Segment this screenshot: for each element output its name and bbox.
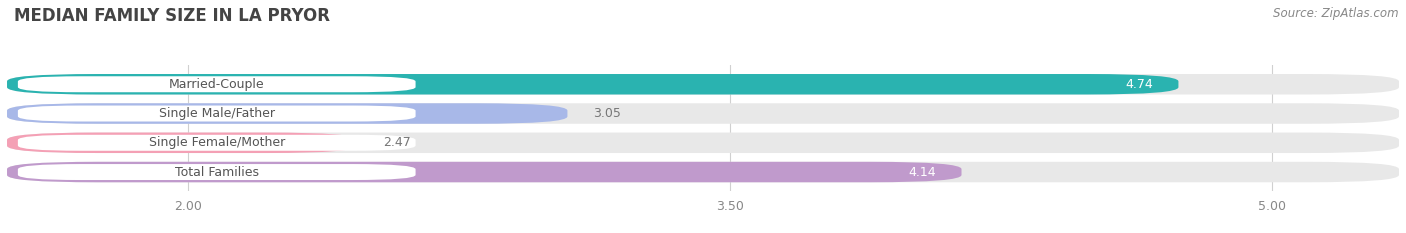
Text: Married-Couple: Married-Couple (169, 78, 264, 91)
Text: 4.74: 4.74 (1125, 78, 1153, 91)
Text: 2.47: 2.47 (382, 136, 411, 149)
Text: Single Male/Father: Single Male/Father (159, 107, 274, 120)
FancyBboxPatch shape (18, 164, 416, 180)
FancyBboxPatch shape (7, 103, 1399, 124)
Text: Total Families: Total Families (174, 165, 259, 178)
Text: 3.05: 3.05 (593, 107, 620, 120)
FancyBboxPatch shape (18, 135, 416, 151)
FancyBboxPatch shape (7, 133, 357, 153)
FancyBboxPatch shape (7, 103, 568, 124)
FancyBboxPatch shape (7, 162, 962, 182)
FancyBboxPatch shape (7, 74, 1178, 95)
FancyBboxPatch shape (7, 74, 1399, 95)
Text: 4.14: 4.14 (908, 165, 936, 178)
Text: MEDIAN FAMILY SIZE IN LA PRYOR: MEDIAN FAMILY SIZE IN LA PRYOR (14, 7, 330, 25)
FancyBboxPatch shape (7, 133, 1399, 153)
FancyBboxPatch shape (18, 76, 416, 92)
Text: Source: ZipAtlas.com: Source: ZipAtlas.com (1274, 7, 1399, 20)
FancyBboxPatch shape (7, 162, 1399, 182)
Text: Single Female/Mother: Single Female/Mother (149, 136, 285, 149)
FancyBboxPatch shape (18, 106, 416, 121)
